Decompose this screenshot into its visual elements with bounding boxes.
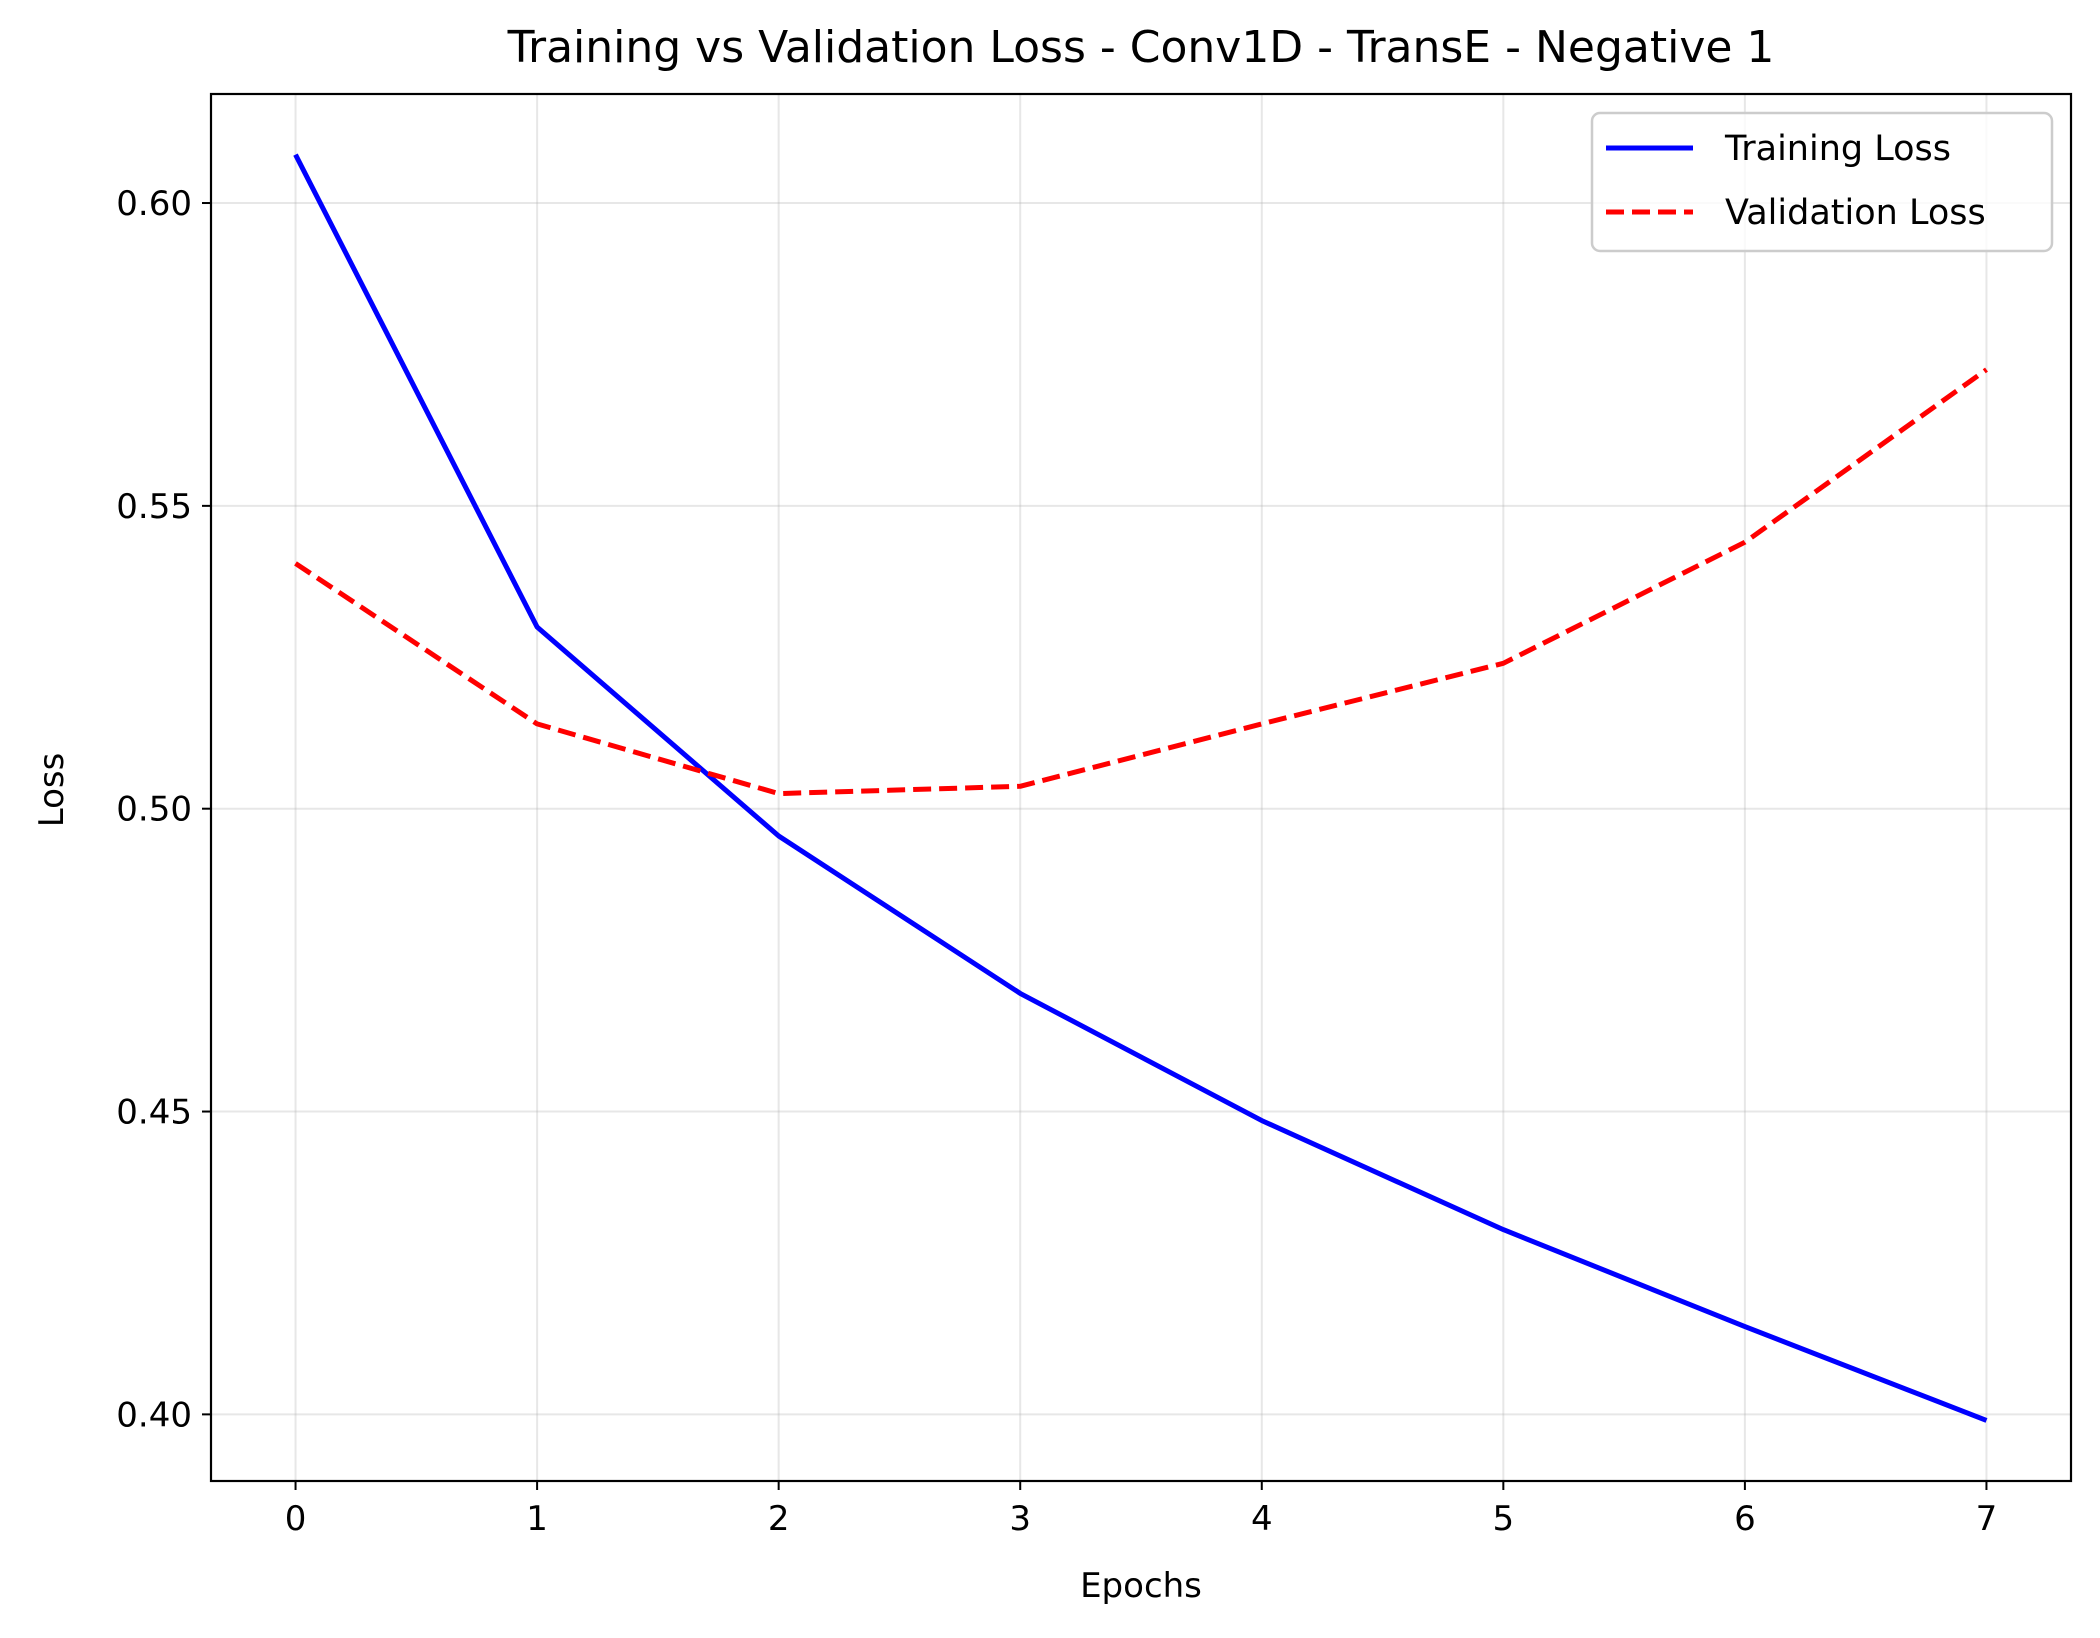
x-axis-label: Epochs (1080, 1566, 1202, 1606)
ticks-layer: 0 1 2 3 4 5 6 7 0.40 0.45 0.50 0.55 0.60 (116, 184, 1997, 1539)
x-tick-label: 1 (526, 1499, 548, 1539)
y-tick-label: 0.55 (116, 487, 192, 527)
legend-box (1590, 111, 2054, 253)
y-tick-label: 0.40 (116, 1395, 192, 1435)
x-tick-label: 2 (768, 1499, 790, 1539)
training-loss-line (293, 153, 1988, 1423)
legend-label-training: Training Loss (1724, 129, 1951, 169)
plot-frame (209, 92, 2073, 1483)
x-tick-label: 0 (285, 1499, 307, 1539)
y-tick-label: 0.60 (116, 184, 192, 224)
legend: Training Loss Validation Loss (1590, 111, 2054, 253)
x-tick-label: 5 (1493, 1499, 1515, 1539)
y-tick-label: 0.45 (116, 1093, 192, 1133)
x-tick-label: 7 (1976, 1499, 1998, 1539)
grid-layer (211, 94, 2071, 1481)
chart-title: Training vs Validation Loss - Conv1D - T… (507, 22, 1775, 73)
y-tick-label: 0.50 (116, 790, 192, 830)
y-axis-label: Loss (32, 753, 72, 828)
x-tick-label: 3 (1009, 1499, 1031, 1539)
x-tick-label: 4 (1251, 1499, 1273, 1539)
x-tick-label: 6 (1734, 1499, 1756, 1539)
series-layer (293, 153, 1988, 1423)
legend-label-validation: Validation Loss (1725, 193, 1986, 233)
